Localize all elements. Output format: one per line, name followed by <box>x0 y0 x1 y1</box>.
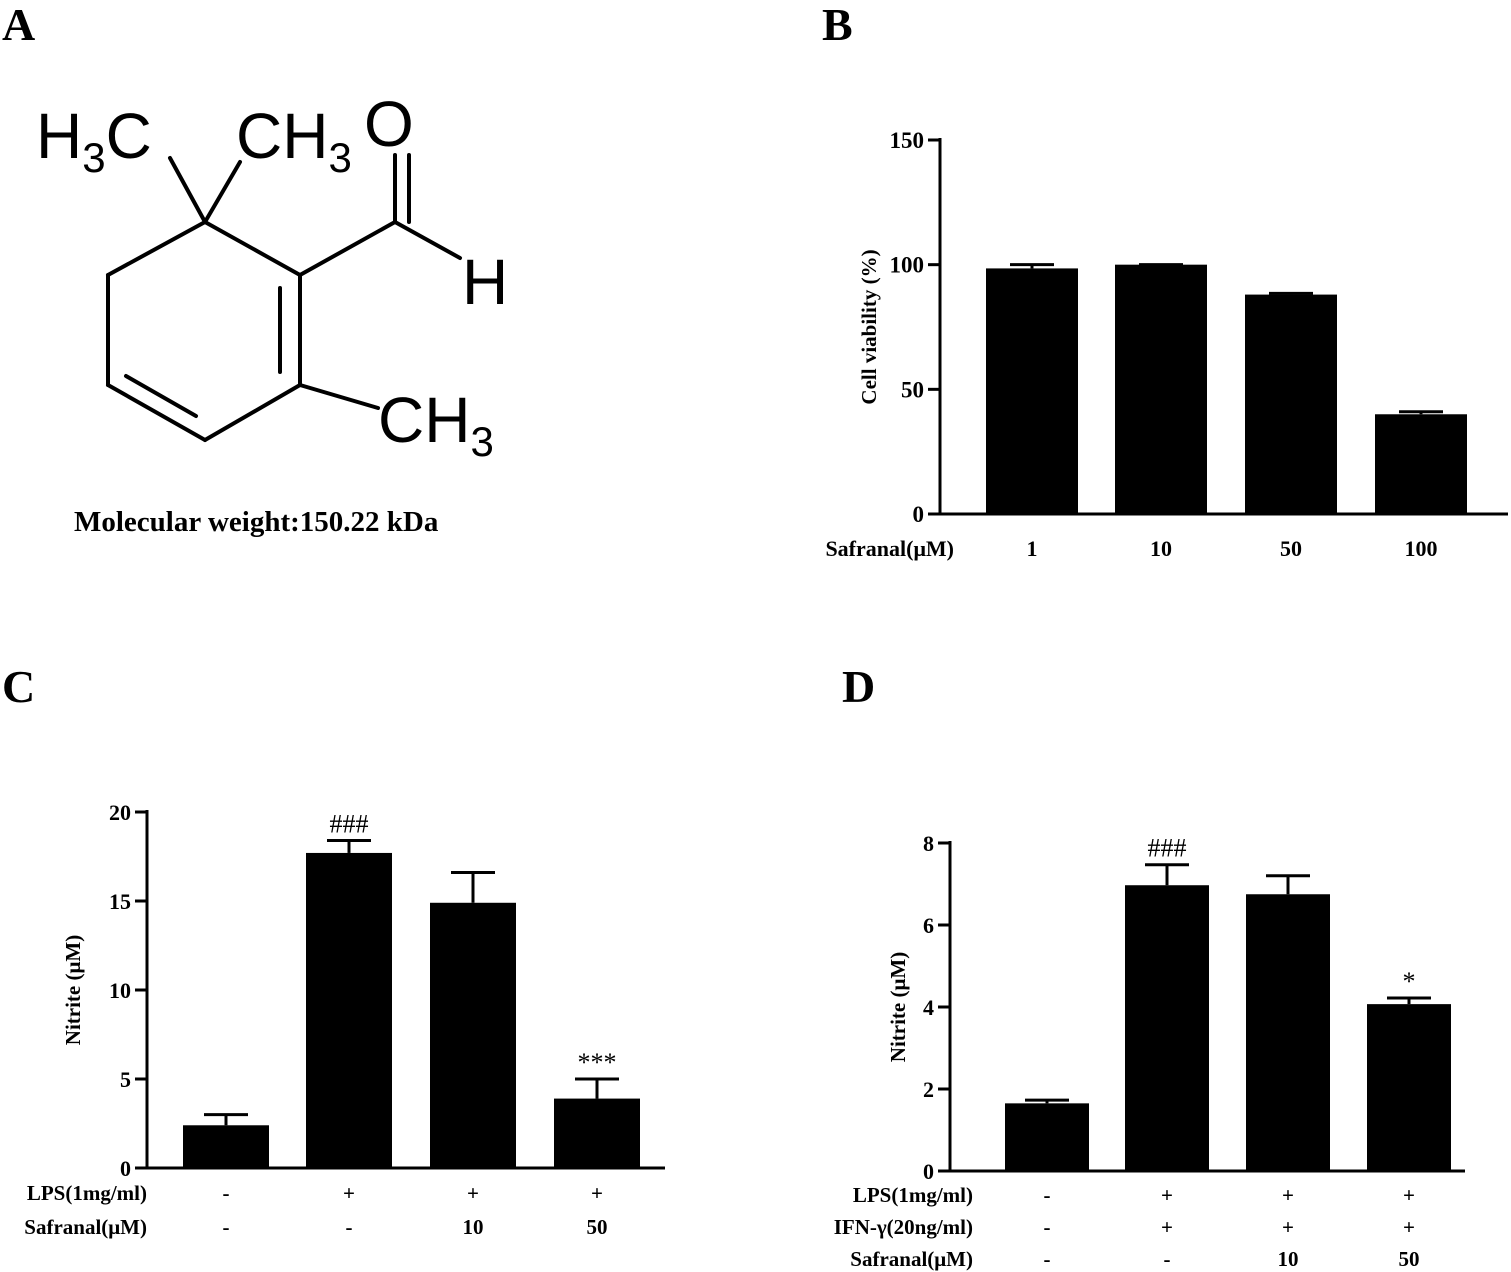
bar-c <box>306 852 392 1168</box>
ch3-right-main: CH <box>378 384 470 456</box>
bar-b <box>986 268 1078 514</box>
ch3-right-label: CH3 <box>378 384 494 465</box>
bar-b <box>1375 414 1467 514</box>
row-value-d: - <box>1044 1183 1051 1207</box>
safranal-structure: H3C CH3 O H CH3 <box>36 88 508 465</box>
row-value-c: 50 <box>587 1215 608 1239</box>
y-tick-label-b: 50 <box>901 377 924 402</box>
panel-label-b: B <box>822 0 853 50</box>
bar-c <box>430 902 516 1168</box>
y-tick-label-c: 5 <box>120 1067 131 1092</box>
significance-mark-c: *** <box>578 1048 617 1077</box>
row-value-d: - <box>1044 1215 1051 1239</box>
y-tick-label-d: 0 <box>923 1159 934 1184</box>
row-value-b: 100 <box>1405 536 1438 561</box>
panel-label-a: A <box>2 0 36 50</box>
row-value-d: + <box>1161 1215 1173 1239</box>
bar-b <box>1245 294 1337 514</box>
significance-mark-d: * <box>1403 967 1416 996</box>
molecular-weight-label: Molecular weight:150.22 kDa <box>74 506 439 538</box>
y-tick-label-b: 100 <box>890 253 925 278</box>
panel-label-c: C <box>2 661 36 712</box>
h3c-label: H3C <box>36 100 152 181</box>
ch3-top-sub: 3 <box>328 134 351 181</box>
panel-label-d: D <box>842 661 876 712</box>
hydrogen-label: H <box>462 246 508 318</box>
row-value-c: + <box>343 1181 355 1205</box>
row-value-d: + <box>1282 1215 1294 1239</box>
row-label-c: Safranal(μM) <box>24 1215 147 1239</box>
h3c-main: H <box>36 100 82 172</box>
h3c-sub: 3 <box>82 134 105 181</box>
bar-c <box>554 1098 640 1168</box>
row-label-b: Safranal(μM) <box>825 536 954 561</box>
significance-mark-c: ### <box>330 809 369 838</box>
row-value-c: + <box>467 1181 479 1205</box>
ch3-top-label: CH3 <box>236 100 352 181</box>
row-value-b: 50 <box>1280 536 1302 561</box>
y-tick-label-c: 0 <box>120 1156 131 1181</box>
row-value-b: 1 <box>1027 536 1038 561</box>
row-value-d: 50 <box>1399 1247 1420 1271</box>
oxygen-label: O <box>364 88 414 160</box>
bar-b <box>1115 264 1207 514</box>
bar-d <box>1005 1103 1089 1171</box>
row-value-c: - <box>346 1215 353 1239</box>
row-label-d: LPS(1mg/ml) <box>853 1183 973 1207</box>
row-value-c: + <box>591 1181 603 1205</box>
y-tick-label-d: 8 <box>923 831 934 856</box>
bar-d <box>1125 885 1209 1171</box>
row-label-d: IFN-γ(20ng/ml) <box>834 1215 973 1239</box>
row-value-c: 10 <box>463 1215 484 1239</box>
bar-d <box>1367 1004 1451 1171</box>
y-tick-label-c: 15 <box>109 889 131 914</box>
y-axis-label-b: Cell viability (%) <box>857 249 881 404</box>
row-label-d: Safranal(μM) <box>850 1247 973 1271</box>
y-tick-label-c: 20 <box>109 800 131 825</box>
significance-mark-d: ### <box>1148 834 1187 863</box>
y-axis-label-c: Nitrite (μM) <box>61 935 85 1045</box>
row-value-d: + <box>1403 1183 1415 1207</box>
row-value-d: 10 <box>1278 1247 1299 1271</box>
h3c-tail: C <box>106 100 152 172</box>
row-value-d: - <box>1044 1247 1051 1271</box>
row-value-b: 10 <box>1150 536 1172 561</box>
row-value-d: - <box>1164 1247 1171 1271</box>
row-label-c: LPS(1mg/ml) <box>27 1181 147 1205</box>
y-tick-label-b: 0 <box>913 502 925 527</box>
y-tick-label-d: 4 <box>923 995 934 1020</box>
ch3-right-sub: 3 <box>470 418 493 465</box>
y-tick-label-c: 10 <box>109 978 131 1003</box>
y-tick-label-b: 150 <box>890 128 925 153</box>
row-value-d: + <box>1282 1183 1294 1207</box>
y-axis-label-d: Nitrite (μM) <box>886 952 910 1062</box>
y-tick-label-d: 6 <box>923 913 934 938</box>
row-value-c: - <box>223 1215 230 1239</box>
y-tick-label-d: 2 <box>923 1077 934 1102</box>
bar-c <box>183 1125 269 1168</box>
row-value-d: + <box>1161 1183 1173 1207</box>
row-value-c: - <box>223 1181 230 1205</box>
ch3-top-main: CH <box>236 100 328 172</box>
row-value-d: + <box>1403 1215 1415 1239</box>
bar-d <box>1246 894 1330 1171</box>
